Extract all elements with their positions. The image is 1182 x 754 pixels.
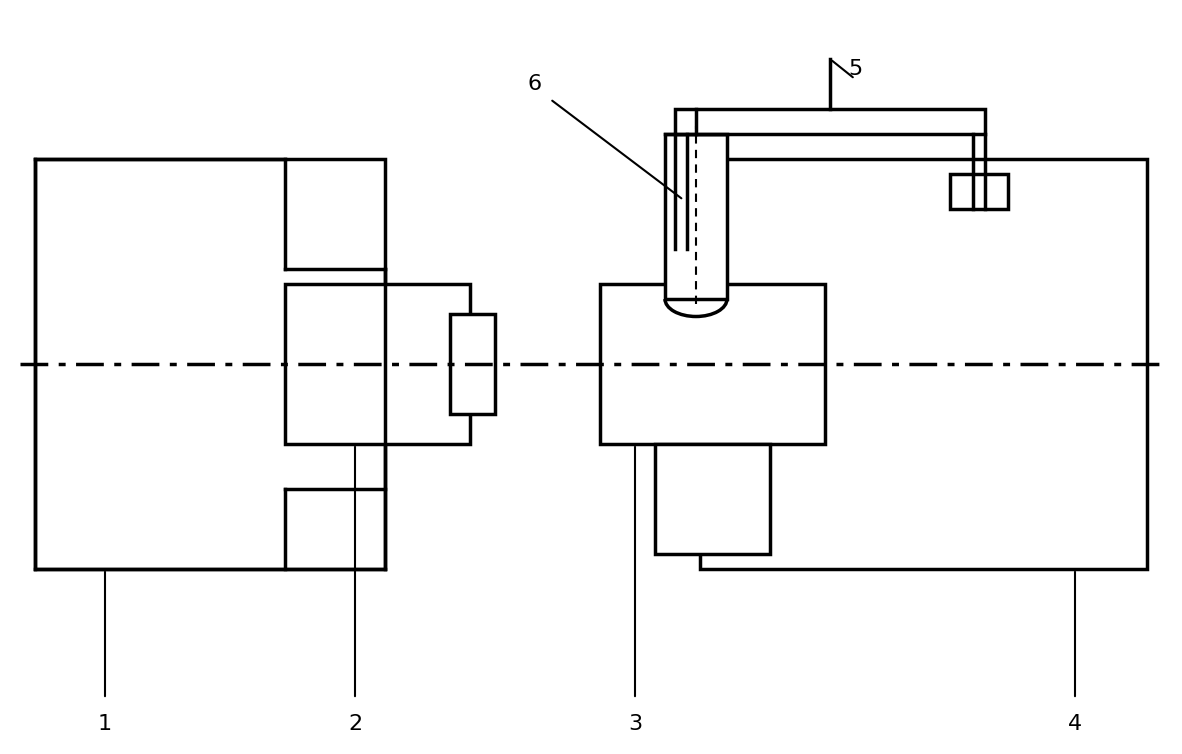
Bar	[655, 444, 769, 554]
Bar	[675, 109, 985, 134]
Bar	[950, 174, 1008, 209]
Bar	[665, 134, 727, 299]
Bar	[600, 284, 825, 444]
Text: 5: 5	[847, 59, 862, 79]
Text: 1: 1	[98, 714, 112, 734]
Bar	[35, 159, 385, 569]
Bar	[450, 314, 495, 414]
Bar	[700, 159, 1147, 569]
Text: 2: 2	[348, 714, 362, 734]
Text: 4: 4	[1069, 714, 1082, 734]
Text: 3: 3	[628, 714, 642, 734]
Text: 6: 6	[528, 74, 543, 94]
Bar	[285, 284, 470, 444]
